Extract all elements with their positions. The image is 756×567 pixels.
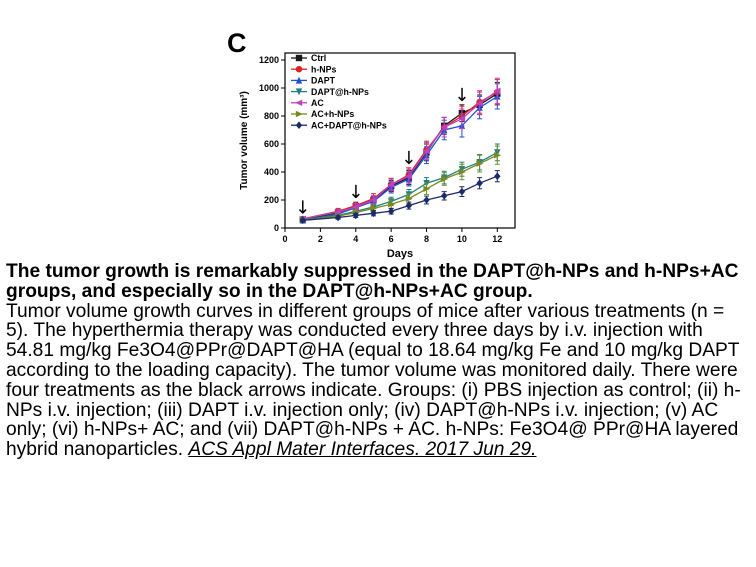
data-point bbox=[352, 211, 359, 220]
plot-frame bbox=[284, 52, 516, 229]
caption-headline: The tumor growth is remarkably suppresse… bbox=[6, 261, 739, 302]
x-tick-label: 12 bbox=[492, 234, 502, 244]
tumor-volume-chart: 0 2 4 6 8 10 12 0 200 400 600 800 1000 1200 Days Tumor … bbox=[239, 52, 516, 260]
data-point bbox=[370, 205, 378, 212]
legend-marker bbox=[295, 121, 303, 129]
data-point bbox=[422, 147, 430, 155]
legend-label: DAPT bbox=[311, 76, 336, 86]
legend-marker bbox=[295, 54, 303, 62]
x-tick-label: 2 bbox=[318, 234, 323, 244]
series-line bbox=[302, 151, 498, 221]
treatment-arrow-icon: ↓ bbox=[348, 182, 363, 203]
data-point bbox=[494, 172, 501, 180]
treatment-arrow-icon: ↓ bbox=[454, 85, 469, 106]
x-axis-label: Days bbox=[387, 248, 413, 260]
data-point bbox=[476, 179, 483, 187]
legend-label: AC+DAPT@h-NPs bbox=[311, 120, 387, 130]
figure-panel: C 0 2 4 6 8 10 12 0 200 400 600 800 1000 1200 Days Tumo… bbox=[0, 0, 756, 262]
y-tick-label: 800 bbox=[264, 111, 279, 121]
treatment-arrow-icon: ↓ bbox=[401, 148, 416, 169]
y-axis-label: Tumor volume (mm³) bbox=[239, 91, 250, 190]
citation-link[interactable]: ACS Appl Mater Interfaces. 2017 Jun 29. bbox=[188, 439, 537, 461]
data-point bbox=[387, 181, 395, 188]
figure-caption: The tumor growth is remarkably suppresse… bbox=[6, 262, 750, 460]
data-point bbox=[458, 187, 466, 196]
data-point bbox=[423, 196, 430, 204]
data-point bbox=[493, 87, 501, 94]
data-point bbox=[458, 168, 466, 176]
legend-label: h-NPs bbox=[311, 64, 337, 74]
data-point bbox=[441, 192, 448, 200]
data-point bbox=[405, 201, 413, 210]
data-point bbox=[458, 115, 466, 122]
series-line bbox=[302, 154, 498, 221]
data-point bbox=[441, 175, 449, 183]
data-point bbox=[370, 209, 377, 218]
x-tick-label: 8 bbox=[424, 234, 429, 244]
data-point bbox=[476, 160, 484, 167]
legend-marker bbox=[295, 66, 303, 73]
data-point bbox=[334, 213, 342, 222]
legend-label: AC+h-NPs bbox=[311, 109, 354, 119]
data-point bbox=[387, 201, 395, 208]
data-point bbox=[423, 185, 431, 192]
y-tick-label: 600 bbox=[264, 139, 279, 149]
data-point bbox=[299, 216, 306, 225]
data-point bbox=[387, 207, 395, 215]
legend-marker bbox=[295, 88, 303, 96]
data-point bbox=[494, 152, 502, 159]
legend-label: AC bbox=[311, 98, 324, 108]
panel-label: C bbox=[227, 28, 247, 58]
legend-marker bbox=[295, 110, 303, 118]
legend-marker bbox=[295, 99, 303, 106]
x-tick-label: 0 bbox=[282, 234, 287, 244]
x-tick-label: 6 bbox=[389, 234, 394, 244]
y-tick-label: 1000 bbox=[259, 83, 279, 93]
data-point bbox=[369, 196, 377, 204]
legend-marker bbox=[295, 76, 303, 84]
x-tick-label: 10 bbox=[457, 234, 467, 244]
data-point bbox=[475, 100, 483, 107]
y-tick-label: 400 bbox=[264, 167, 279, 177]
data-point bbox=[351, 203, 359, 211]
y-tick-label: 200 bbox=[264, 195, 279, 205]
data-point bbox=[405, 173, 413, 180]
y-tick-label: 1200 bbox=[259, 55, 279, 65]
x-tick-label: 4 bbox=[353, 234, 358, 244]
legend-label: DAPT@h-NPs bbox=[311, 87, 369, 97]
data-point bbox=[440, 124, 448, 131]
legend-label: Ctrl bbox=[311, 53, 326, 63]
treatment-arrow-icon: ↓ bbox=[295, 198, 310, 219]
caption-body: Tumor volume growth curves in different … bbox=[6, 300, 741, 461]
data-point bbox=[405, 195, 413, 202]
y-tick-label: 0 bbox=[274, 223, 279, 233]
